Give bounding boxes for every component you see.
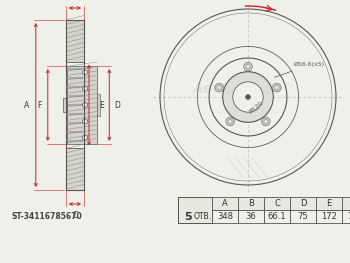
Text: B: B — [72, 0, 77, 1]
Bar — [67, 113, 83, 115]
Text: C: C — [274, 199, 280, 208]
Bar — [212, 210, 238, 223]
Bar — [290, 197, 316, 210]
Bar — [342, 210, 350, 223]
Text: F: F — [37, 100, 42, 109]
Circle shape — [226, 117, 234, 126]
Bar — [67, 66, 97, 144]
Text: 172: 172 — [321, 212, 337, 221]
Text: 75: 75 — [298, 212, 308, 221]
Bar — [264, 210, 290, 223]
Bar — [67, 95, 83, 97]
Bar — [238, 197, 264, 210]
Circle shape — [275, 86, 279, 90]
Text: E: E — [99, 100, 104, 109]
Bar — [67, 131, 83, 133]
Circle shape — [261, 117, 270, 126]
Text: 5: 5 — [184, 211, 191, 221]
Text: 66.1: 66.1 — [268, 212, 286, 221]
Circle shape — [83, 70, 88, 75]
Text: ST-34116785670: ST-34116785670 — [12, 212, 83, 221]
Bar — [66, 149, 84, 190]
Text: B: B — [248, 199, 254, 208]
Text: C: C — [72, 211, 77, 220]
Bar — [67, 104, 83, 106]
Circle shape — [83, 103, 88, 108]
Bar — [264, 197, 290, 210]
Text: 348: 348 — [217, 212, 233, 221]
Bar — [178, 210, 212, 223]
Bar — [67, 77, 83, 79]
Bar — [290, 210, 316, 223]
Circle shape — [83, 135, 88, 140]
Bar — [342, 197, 350, 210]
Bar — [238, 210, 264, 223]
Circle shape — [228, 120, 232, 124]
Circle shape — [215, 83, 223, 92]
Bar — [178, 197, 212, 223]
Circle shape — [83, 86, 88, 91]
Text: D: D — [300, 199, 306, 208]
Text: A: A — [222, 199, 228, 208]
Circle shape — [244, 62, 252, 71]
Circle shape — [217, 86, 221, 90]
Text: A: A — [23, 100, 29, 109]
Text: Ø120: Ø120 — [248, 100, 264, 114]
Text: ОТВ.: ОТВ. — [194, 212, 211, 221]
Circle shape — [83, 119, 88, 124]
Bar — [66, 20, 84, 62]
Circle shape — [223, 72, 273, 122]
Text: E: E — [326, 199, 332, 208]
Text: АвтОТриП: АвтОТриП — [193, 82, 273, 96]
Bar — [316, 197, 342, 210]
Circle shape — [233, 82, 263, 112]
Text: 36: 36 — [246, 212, 256, 221]
Bar — [97, 94, 100, 116]
Bar — [63, 98, 67, 112]
Bar — [66, 62, 84, 149]
Text: Ø16.6(x5): Ø16.6(x5) — [274, 62, 325, 77]
Bar — [316, 210, 342, 223]
Bar — [178, 197, 212, 210]
Text: D: D — [114, 100, 120, 109]
Bar — [67, 140, 83, 142]
Circle shape — [273, 83, 281, 92]
Circle shape — [264, 120, 268, 124]
Circle shape — [245, 94, 251, 99]
Bar — [212, 197, 238, 210]
Circle shape — [246, 65, 250, 69]
Bar — [67, 122, 83, 124]
Bar — [67, 68, 83, 70]
Text: 154: 154 — [347, 212, 350, 221]
Bar — [67, 86, 83, 88]
